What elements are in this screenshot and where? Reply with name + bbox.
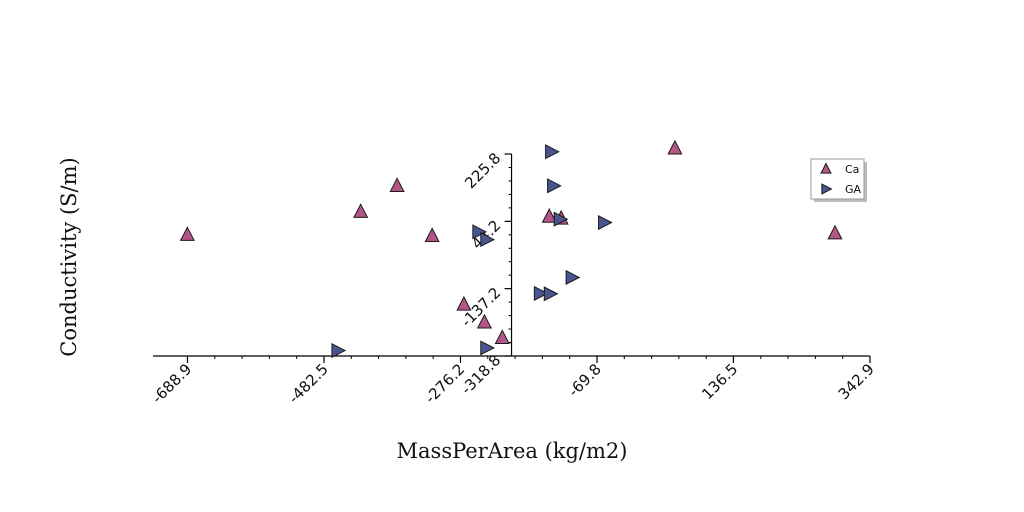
point-ca [667, 139, 683, 155]
legend-label-ga: GA [845, 183, 862, 196]
legend-label-ca: Ca [845, 163, 859, 176]
x-tick-label: -688.9 [148, 360, 195, 407]
point-ga [331, 342, 347, 359]
point-ga [480, 232, 495, 248]
point-ga [565, 269, 581, 286]
point-ga [547, 178, 562, 194]
x-axis-title: MassPerArea (kg/m2) [397, 439, 628, 463]
point-ca [353, 203, 369, 218]
point-ca [541, 208, 557, 223]
point-ga [553, 211, 569, 227]
point-ca [424, 227, 440, 243]
y-tick-label: 225.8 [461, 149, 504, 192]
point-ca [389, 177, 405, 192]
legend-marker-ga [821, 183, 833, 195]
point-ga [480, 340, 495, 356]
point-ca [456, 295, 472, 311]
data-points [179, 139, 843, 359]
x-tick-label: -69.8 [565, 360, 605, 400]
legend: Ca GA [810, 158, 867, 202]
point-ca [827, 224, 843, 240]
point-ca [476, 313, 492, 329]
x-tick-label: -482.5 [285, 360, 332, 407]
x-axis: -688.9 -482.5 -276.2 -69.8 136.5 342.9 [148, 355, 878, 407]
point-ga [533, 285, 549, 301]
y-axis-title: Conductivity (S/m) [57, 157, 81, 356]
legend-marker-ca [820, 162, 832, 174]
legend-box [810, 158, 865, 200]
x-tick-label: 136.5 [698, 360, 741, 403]
point-ga [543, 286, 559, 302]
point-ga [472, 224, 488, 240]
point-ca [179, 226, 195, 241]
point-ga [598, 214, 613, 231]
point-ca [494, 329, 510, 345]
point-ga [545, 144, 560, 160]
x-tick-label: 342.9 [835, 360, 878, 403]
